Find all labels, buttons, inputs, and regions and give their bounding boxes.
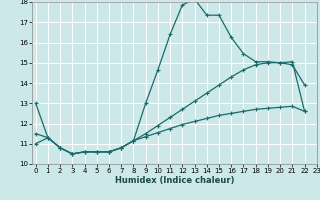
- X-axis label: Humidex (Indice chaleur): Humidex (Indice chaleur): [115, 176, 234, 185]
